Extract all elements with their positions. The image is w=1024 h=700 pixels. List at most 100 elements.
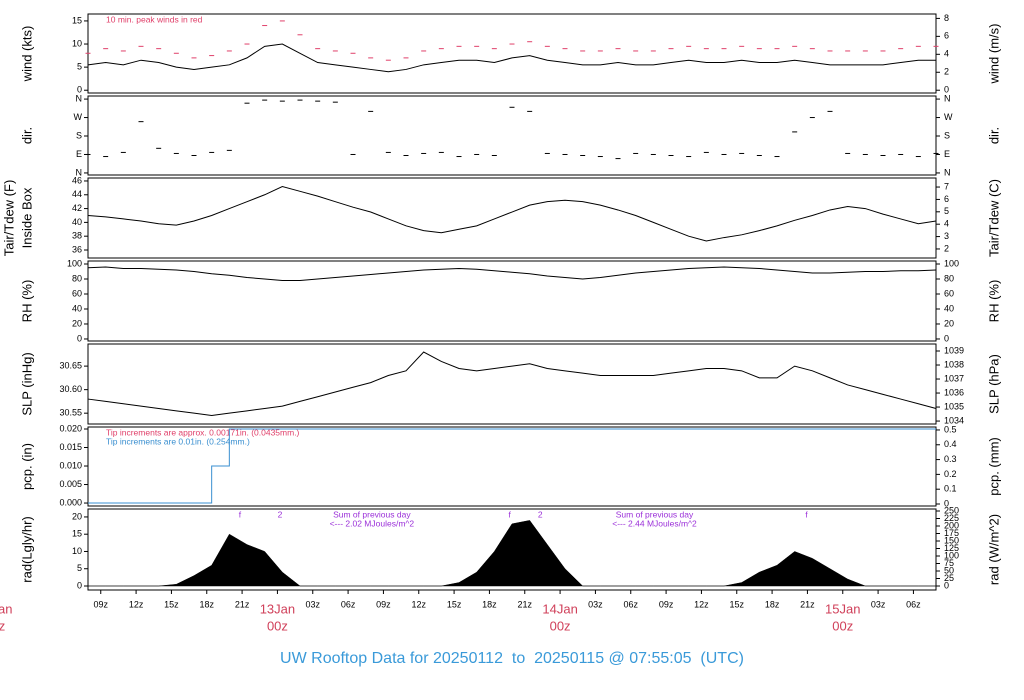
x-tick-label: 18z — [482, 599, 497, 609]
y2-axis-label: Tair/Tdew (C) — [986, 179, 1001, 257]
y2-tick-label: 1034 — [944, 415, 964, 425]
y2-tick-label: 2 — [944, 243, 949, 253]
y-tick-label: S — [76, 130, 82, 140]
x-tick-label: 21z — [235, 599, 250, 609]
y2-tick-label: 8 — [944, 13, 949, 23]
y2-tick-label: S — [944, 130, 950, 140]
x-tick-label: 21z — [517, 599, 532, 609]
y2-tick-label: 0.2 — [944, 469, 957, 479]
y2-tick-label: 1039 — [944, 345, 964, 355]
marker-label: f — [805, 509, 808, 519]
y-axis-label: wind (kts) — [19, 26, 34, 83]
y-tick-label: 0 — [77, 85, 82, 95]
y-axis-label: pcp. (in) — [19, 443, 34, 490]
y-tick-label: 42 — [72, 203, 82, 213]
chart-title: UW Rooftop Data for 20250112 to 20250115… — [280, 650, 744, 667]
y-tick-label: 0.005 — [59, 479, 82, 489]
x-tick-label: 09z — [376, 599, 391, 609]
panel-frame — [87, 177, 937, 259]
y-tick-label: 5 — [77, 563, 82, 573]
x-tick-label: 12z — [129, 599, 144, 609]
y2-tick-label: 175 — [944, 528, 959, 538]
y-tick-label: E — [76, 149, 82, 159]
y-tick-label: 40 — [72, 303, 82, 313]
y2-tick-label: 75 — [944, 558, 954, 568]
x-tick-label: 03z — [305, 599, 320, 609]
y2-axis-label: dir. — [986, 127, 1001, 144]
annotation: Tip increments are approx. 0.00171in. (0… — [106, 427, 300, 437]
x-tick-label: 18z — [199, 599, 214, 609]
series-step — [88, 428, 936, 504]
x-tick-label: 12z — [411, 599, 426, 609]
y-tick-label: 5 — [77, 62, 82, 72]
marker-label: 2 — [538, 509, 543, 519]
note: <--- 2.44 MJoules/m^2 — [612, 518, 697, 528]
y2-tick-label: 100 — [944, 550, 959, 560]
y2-tick-label: 4 — [944, 49, 949, 59]
y2-tick-label: 0 — [944, 580, 949, 590]
y2-tick-label: 2 — [944, 67, 949, 77]
y2-tick-label: 7 — [944, 181, 949, 191]
marker-label: 2 — [278, 509, 283, 519]
y-tick-label: 20 — [72, 511, 82, 521]
y2-tick-label: 225 — [944, 513, 959, 523]
day-label: 12Jan — [0, 601, 12, 616]
y-axis-sublabel: Inside Box — [19, 187, 34, 248]
y-tick-label: 0.015 — [59, 442, 82, 452]
y2-tick-label: 0.4 — [944, 439, 957, 449]
y-tick-label: 0.010 — [59, 460, 82, 470]
y-tick-label: N — [76, 167, 83, 177]
y2-tick-label: 3 — [944, 231, 949, 241]
y2-tick-label: 0.3 — [944, 454, 957, 464]
y-tick-label: W — [74, 112, 83, 122]
y-tick-label: 10 — [72, 546, 82, 556]
x-tick-label: 06z — [906, 599, 921, 609]
annotation: Tip increments are 0.01in. (0.254mm.) — [106, 436, 250, 446]
y2-tick-label: 150 — [944, 535, 959, 545]
y2-tick-label: 50 — [944, 565, 954, 575]
y2-tick-label: 0.1 — [944, 484, 957, 494]
day-label: 14Jan — [542, 601, 577, 616]
note: <--- 2.02 MJoules/m^2 — [330, 518, 415, 528]
y2-tick-label: 0 — [944, 333, 949, 343]
y2-axis-label: wind (m/s) — [986, 24, 1001, 85]
y2-axis-label: rad (W/m^2) — [986, 514, 1001, 585]
x-tick-label: 06z — [341, 599, 356, 609]
annotation: 10 min. peak winds in red — [106, 14, 203, 24]
x-tick-label: 21z — [800, 599, 815, 609]
y2-axis-label: pcp. (mm) — [986, 437, 1001, 496]
x-tick-label: 15z — [447, 599, 462, 609]
x-tick-label: 15z — [164, 599, 179, 609]
y-tick-label: 46 — [72, 175, 82, 185]
y-tick-label: 80 — [72, 273, 82, 283]
y2-tick-label: 1036 — [944, 387, 964, 397]
y-tick-label: 15 — [72, 529, 82, 539]
y-tick-label: 100 — [67, 258, 82, 268]
y2-tick-label: 100 — [944, 258, 959, 268]
y2-tick-label: 125 — [944, 543, 959, 553]
note: Sum of previous day — [333, 509, 411, 519]
y-axis-label: Tair/Tdew (F) — [1, 180, 16, 257]
y-tick-label: 30.55 — [59, 408, 82, 418]
y-tick-label: 38 — [72, 231, 82, 241]
y-axis-label: RH (%) — [19, 280, 34, 323]
y-tick-label: 36 — [72, 244, 82, 254]
y-axis-label: dir. — [19, 127, 34, 144]
y-tick-label: N — [76, 93, 83, 103]
day-hour-label: 00z — [0, 618, 5, 633]
y2-tick-label: 0 — [944, 85, 949, 95]
y-tick-label: 44 — [72, 189, 82, 199]
series-line — [87, 351, 937, 417]
y-axis-label: SLP (inHg) — [19, 352, 34, 415]
panel-frame — [87, 508, 937, 591]
y-tick-label: 0.020 — [59, 423, 82, 433]
x-tick-label: 12z — [694, 599, 709, 609]
day-hour-label: 00z — [267, 618, 288, 633]
y-tick-label: 0.000 — [59, 497, 82, 507]
panel-frame — [87, 343, 937, 425]
y2-tick-label: N — [944, 167, 951, 177]
y-axis-label: rad(Lgly/hr) — [19, 516, 34, 582]
y-tick-label: 15 — [72, 15, 82, 25]
y-tick-label: 30.65 — [59, 360, 82, 370]
